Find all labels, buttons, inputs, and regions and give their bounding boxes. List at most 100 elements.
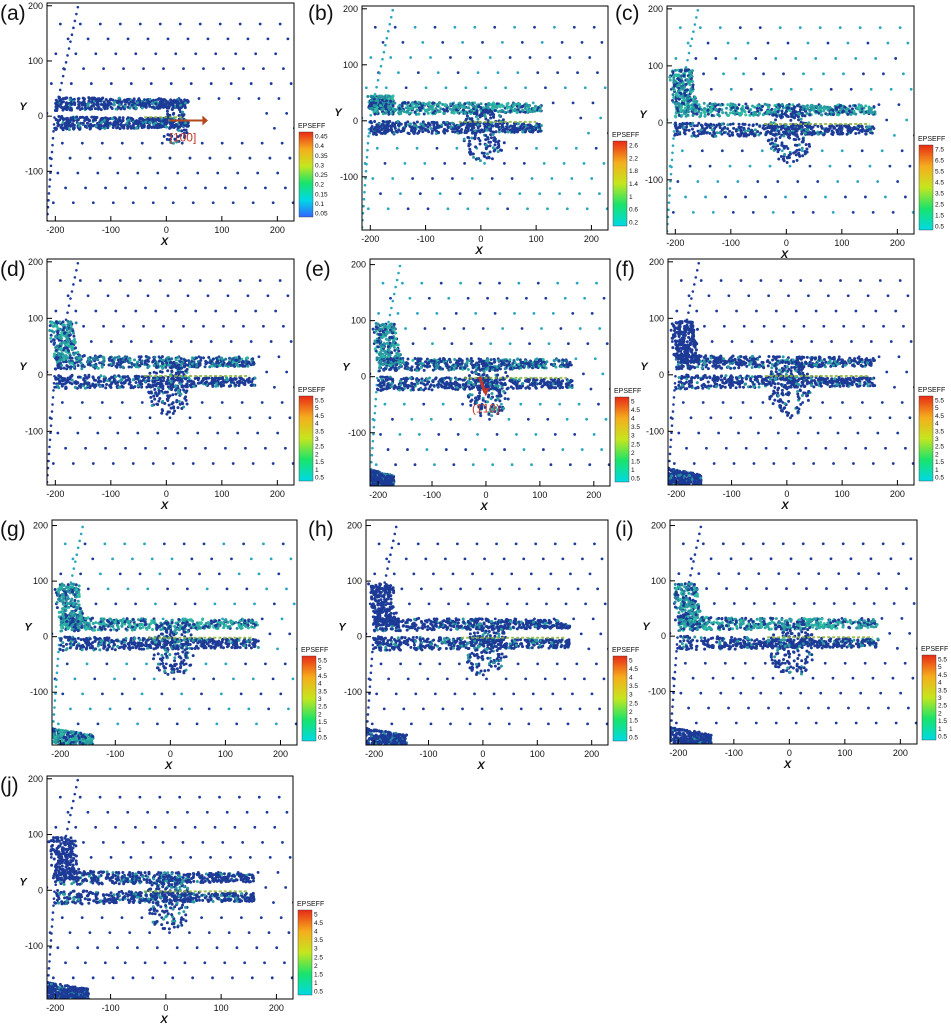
atom-point bbox=[381, 95, 384, 98]
colorbar-tick-label: 5.5 bbox=[935, 169, 944, 176]
lattice-point bbox=[70, 82, 73, 85]
boundary-point bbox=[380, 65, 383, 68]
colorbar-tick-label: 0.5 bbox=[935, 224, 944, 231]
atom-point bbox=[785, 110, 788, 113]
lattice-point bbox=[229, 157, 232, 160]
atom-point bbox=[732, 127, 735, 130]
atom-point bbox=[169, 98, 172, 101]
atom-point bbox=[464, 112, 467, 115]
boundary-point bbox=[669, 187, 672, 190]
atom-point bbox=[473, 132, 476, 135]
lattice-point bbox=[122, 325, 125, 328]
lattice-point bbox=[934, 57, 937, 60]
atom-point bbox=[711, 128, 714, 131]
lattice-point bbox=[69, 416, 72, 419]
boundary-point bbox=[47, 199, 50, 202]
lattice-point bbox=[241, 142, 244, 145]
atom-point bbox=[767, 104, 770, 107]
atom-point bbox=[173, 126, 176, 129]
atom-point bbox=[94, 379, 97, 382]
atom-point bbox=[826, 106, 829, 109]
atom-point bbox=[115, 107, 118, 110]
lattice-point bbox=[259, 279, 262, 282]
boundary-point bbox=[77, 262, 80, 265]
atom-point bbox=[685, 126, 688, 129]
atom-point bbox=[526, 104, 529, 107]
atom-point bbox=[474, 145, 477, 148]
atom-point bbox=[135, 381, 138, 384]
atom-point bbox=[467, 136, 470, 139]
atom-point bbox=[181, 111, 184, 114]
lattice-point bbox=[261, 142, 264, 145]
lattice-point bbox=[167, 294, 170, 297]
lattice-point bbox=[611, 101, 614, 104]
atom-point bbox=[836, 132, 839, 135]
atom-point bbox=[421, 106, 424, 109]
atom-point bbox=[90, 360, 93, 363]
atom-point bbox=[503, 141, 506, 144]
boundary-point bbox=[386, 37, 389, 40]
atom-point bbox=[719, 126, 722, 129]
y-tick-label: 100 bbox=[648, 61, 663, 71]
atom-point bbox=[192, 385, 195, 388]
atom-point bbox=[791, 112, 794, 115]
atom-point bbox=[848, 105, 851, 108]
lattice-point bbox=[538, 192, 541, 195]
lattice-point bbox=[850, 88, 853, 91]
atom-point bbox=[469, 103, 472, 106]
lattice-point bbox=[129, 157, 132, 160]
lattice-point bbox=[190, 340, 193, 343]
atom-point bbox=[474, 136, 477, 139]
atom-point bbox=[672, 101, 675, 104]
atom-point bbox=[851, 127, 854, 130]
atom-point bbox=[99, 99, 102, 102]
atom-point bbox=[407, 111, 410, 114]
atom-point bbox=[409, 125, 412, 128]
lattice-point bbox=[681, 149, 684, 152]
lattice-point bbox=[170, 82, 173, 85]
atom-point bbox=[151, 361, 154, 364]
lattice-point bbox=[887, 42, 890, 45]
x-tick-label: -100 bbox=[722, 238, 740, 248]
atom-point bbox=[528, 123, 531, 126]
atom-point bbox=[677, 77, 680, 80]
atom-point bbox=[117, 374, 120, 377]
atom-point bbox=[743, 132, 746, 135]
atom-point bbox=[73, 127, 76, 130]
atom-point bbox=[432, 111, 435, 114]
atom-point bbox=[696, 130, 699, 133]
boundary-point bbox=[363, 191, 366, 194]
lattice-point bbox=[916, 180, 919, 183]
lattice-point bbox=[114, 310, 117, 313]
boundary-point bbox=[672, 144, 675, 147]
atom-point bbox=[528, 109, 531, 112]
lattice-point bbox=[122, 67, 125, 70]
lattice-point bbox=[136, 432, 139, 435]
atom-point bbox=[804, 132, 807, 135]
boundary-point bbox=[52, 130, 55, 133]
atom-point bbox=[469, 117, 472, 120]
lattice-point bbox=[286, 37, 289, 40]
atom-point bbox=[436, 103, 439, 106]
lattice-point bbox=[194, 310, 197, 313]
atom-point bbox=[110, 382, 113, 385]
lattice-point bbox=[546, 207, 549, 210]
atom-point bbox=[85, 376, 88, 379]
lattice-point bbox=[710, 88, 713, 91]
atom-point bbox=[394, 127, 397, 130]
atom-point bbox=[388, 121, 391, 124]
atom-point bbox=[467, 129, 470, 132]
lattice-point bbox=[756, 180, 759, 183]
atom-point bbox=[755, 123, 758, 126]
lattice-point bbox=[491, 177, 494, 180]
atom-point bbox=[72, 116, 75, 119]
atom-point bbox=[860, 125, 863, 128]
atom-point bbox=[467, 106, 470, 109]
atom-point bbox=[765, 127, 768, 130]
lattice-point bbox=[104, 447, 107, 450]
y-axis-label: Y bbox=[19, 101, 28, 113]
atom-point bbox=[65, 127, 68, 130]
lattice-point bbox=[447, 207, 450, 210]
atom-point bbox=[431, 102, 434, 105]
lattice-point bbox=[489, 56, 492, 59]
